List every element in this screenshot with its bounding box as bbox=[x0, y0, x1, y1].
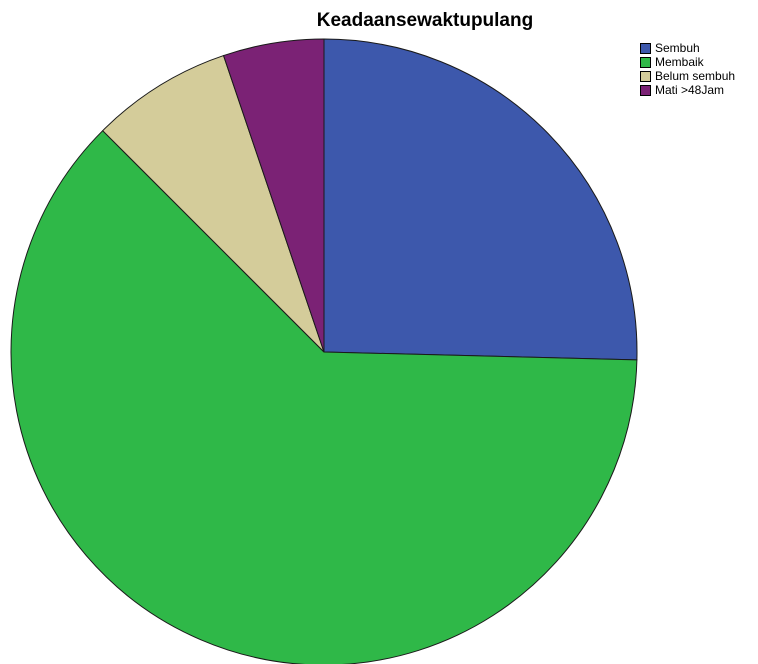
legend-label: Sembuh bbox=[655, 41, 700, 55]
pie-slice-membaik bbox=[10, 129, 638, 664]
pie-slices bbox=[10, 38, 638, 664]
pie-slice-sembuh bbox=[323, 38, 638, 361]
legend-label: Membaik bbox=[655, 55, 704, 69]
chart-title: Keadaansewaktupulang bbox=[316, 10, 534, 31]
legend-label: Mati >48Jam bbox=[655, 83, 725, 97]
legend-item: Mati >48Jam bbox=[640, 83, 735, 97]
legend-item: Membaik bbox=[640, 55, 735, 69]
legend-item: Sembuh bbox=[640, 41, 735, 55]
legend-item: Belum sembuh bbox=[640, 69, 735, 83]
legend-swatch bbox=[640, 56, 651, 68]
legend-swatch bbox=[640, 42, 651, 54]
pie-slice-mati-48jam bbox=[222, 38, 325, 353]
legend-label: Belum sembuh bbox=[655, 69, 736, 83]
pie-slice-belum-sembuh bbox=[101, 54, 325, 353]
legend-swatch bbox=[640, 70, 651, 82]
legend-swatch bbox=[640, 84, 651, 96]
legend: Sembuh Membaik Belum sembuh Mati >48Jam bbox=[640, 41, 735, 97]
